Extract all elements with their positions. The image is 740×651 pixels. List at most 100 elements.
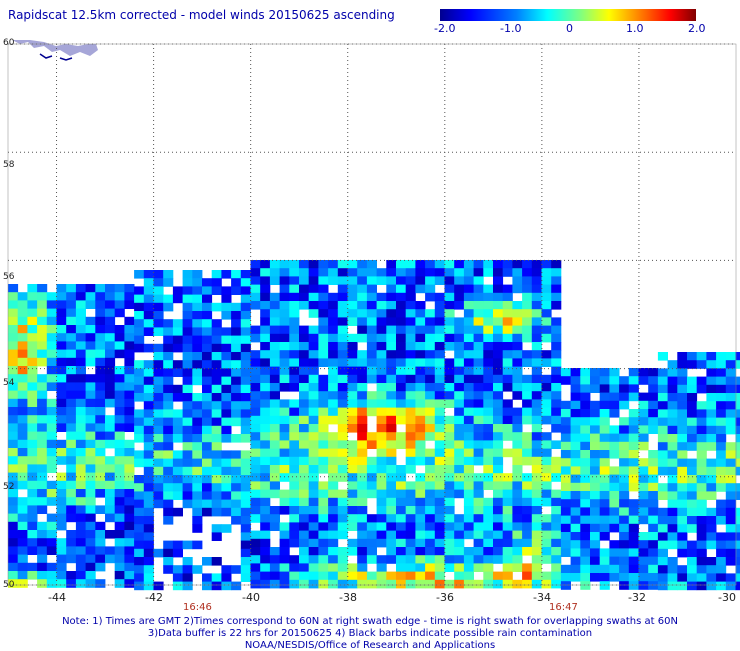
wind-cell bbox=[260, 490, 270, 499]
wind-cell bbox=[483, 432, 493, 441]
wind-cell bbox=[454, 563, 464, 572]
wind-cell bbox=[600, 442, 610, 451]
wind-cell bbox=[551, 276, 561, 285]
wind-cell bbox=[270, 563, 280, 572]
wind-cell bbox=[561, 483, 571, 492]
wind-cell bbox=[600, 376, 610, 385]
wind-cell bbox=[425, 326, 435, 335]
wind-cell bbox=[406, 408, 416, 417]
wind-cell bbox=[493, 260, 503, 269]
wind-cell bbox=[435, 326, 445, 335]
wind-cell bbox=[386, 531, 396, 540]
wind-cell bbox=[260, 375, 270, 384]
wind-cell bbox=[571, 401, 581, 410]
wind-cell bbox=[425, 449, 435, 458]
wind-cell bbox=[629, 368, 639, 377]
wind-cell bbox=[18, 309, 28, 318]
wind-cell bbox=[658, 418, 668, 427]
wind-cell bbox=[115, 423, 125, 432]
wind-cell bbox=[27, 448, 37, 457]
wind-cell bbox=[260, 539, 270, 548]
wind-cell bbox=[241, 541, 251, 550]
wind-cell bbox=[260, 555, 270, 564]
wind-cell bbox=[600, 417, 610, 426]
wind-cell bbox=[464, 506, 474, 515]
wind-cell bbox=[309, 539, 319, 548]
wind-cell bbox=[483, 260, 493, 269]
wind-cell bbox=[464, 293, 474, 302]
wind-cell bbox=[221, 434, 231, 443]
wind-cell bbox=[716, 549, 726, 558]
wind-cell bbox=[357, 334, 367, 343]
wind-cell bbox=[464, 367, 474, 376]
wind-cell bbox=[726, 409, 736, 418]
wind-cell bbox=[377, 416, 387, 425]
wind-cell bbox=[299, 399, 309, 408]
wind-cell bbox=[435, 572, 445, 581]
wind-cell bbox=[251, 416, 261, 425]
wind-cell bbox=[163, 295, 173, 304]
wind-cell bbox=[425, 334, 435, 343]
wind-cell bbox=[173, 434, 183, 443]
wind-cell bbox=[192, 491, 202, 500]
wind-cell bbox=[318, 326, 328, 335]
wind-cell bbox=[542, 317, 552, 326]
wind-cell bbox=[367, 539, 377, 548]
wind-cell bbox=[8, 415, 18, 424]
wind-cell bbox=[37, 333, 47, 342]
wind-cell bbox=[231, 467, 241, 476]
wind-cell bbox=[386, 399, 396, 408]
wind-cell bbox=[377, 563, 387, 572]
wind-cell bbox=[590, 499, 600, 508]
wind-cell bbox=[338, 563, 348, 572]
wind-cell bbox=[726, 450, 736, 459]
wind-cell bbox=[66, 374, 76, 383]
wind-cell bbox=[716, 565, 726, 574]
wind-cell bbox=[512, 285, 522, 294]
wind-cell bbox=[299, 375, 309, 384]
wind-cell bbox=[338, 350, 348, 359]
wind-cell bbox=[406, 506, 416, 515]
wind-cell bbox=[95, 317, 105, 326]
wind-cell bbox=[512, 424, 522, 433]
lon-label-44: -44 bbox=[48, 591, 66, 604]
wind-cell bbox=[367, 465, 377, 474]
wind-cell bbox=[571, 466, 581, 475]
wind-cell bbox=[658, 393, 668, 402]
wind-cell bbox=[464, 408, 474, 417]
wind-cell bbox=[377, 317, 387, 326]
wind-cell bbox=[415, 490, 425, 499]
wind-cell bbox=[619, 475, 629, 484]
wind-cell bbox=[299, 276, 309, 285]
wind-cell bbox=[270, 268, 280, 277]
wind-cell bbox=[600, 491, 610, 500]
wind-cell bbox=[425, 490, 435, 499]
wind-cell bbox=[318, 490, 328, 499]
wind-cell bbox=[425, 498, 435, 507]
wind-cell bbox=[551, 514, 561, 523]
wind-cell bbox=[260, 432, 270, 441]
wind-cell bbox=[318, 457, 328, 466]
wind-cell bbox=[289, 367, 299, 376]
wind-cell bbox=[260, 309, 270, 318]
wind-cell bbox=[542, 358, 552, 367]
wind-cell bbox=[299, 293, 309, 302]
wind-cell bbox=[115, 514, 125, 523]
wind-cell bbox=[445, 391, 455, 400]
wind-cell bbox=[532, 547, 542, 556]
wind-cell bbox=[406, 383, 416, 392]
wind-cell bbox=[183, 426, 193, 435]
wind-cell bbox=[415, 580, 425, 589]
wind-cell bbox=[144, 450, 154, 459]
wind-cell bbox=[716, 409, 726, 418]
wind-cell bbox=[192, 459, 202, 468]
wind-cell bbox=[367, 391, 377, 400]
wind-cell bbox=[464, 268, 474, 277]
wind-cell bbox=[445, 334, 455, 343]
wind-cell bbox=[619, 565, 629, 574]
wind-cell bbox=[522, 522, 532, 531]
wind-cell bbox=[406, 539, 416, 548]
wind-cell bbox=[212, 573, 222, 582]
wind-cell bbox=[367, 358, 377, 367]
wind-cell bbox=[221, 393, 231, 402]
